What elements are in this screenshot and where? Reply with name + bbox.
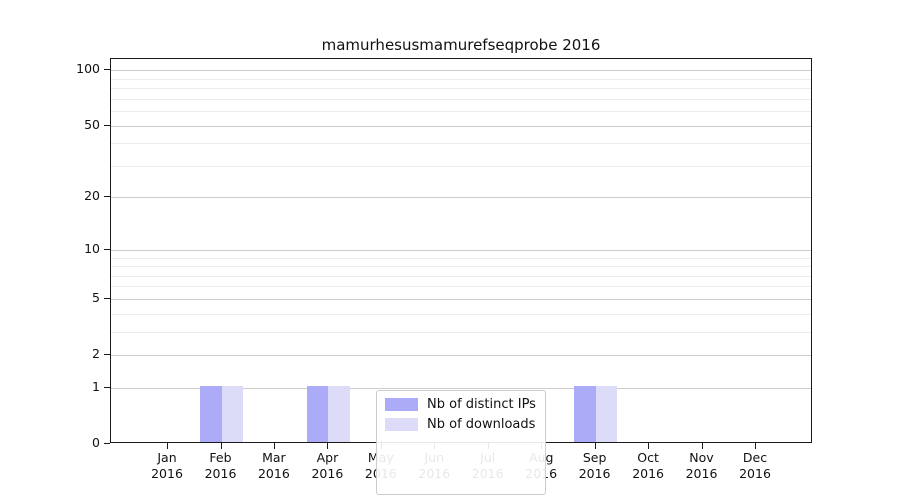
gridline-major — [111, 355, 811, 356]
legend-swatch-distinct-ips — [385, 398, 418, 411]
y-tick-label: 100 — [76, 61, 100, 77]
x-tick-mark — [648, 443, 650, 449]
x-tick-label: Apr 2016 — [311, 450, 344, 481]
y-tick-label: 0 — [92, 435, 100, 450]
y-tick-mark — [104, 297, 110, 299]
y-tick-label: 10 — [84, 240, 100, 256]
y-tick-mark — [104, 248, 110, 250]
gridline-minor — [111, 286, 811, 288]
x-tick-label: Jan 2016 — [151, 450, 183, 481]
y-tick-mark — [104, 354, 110, 355]
gridline-major — [111, 249, 811, 251]
gridline-major — [111, 298, 811, 300]
x-tick-mark — [327, 443, 329, 449]
y-tick-label: 50 — [84, 116, 100, 132]
bar-downloads — [221, 385, 243, 442]
bar-distinct-ips — [306, 385, 329, 442]
y-tick-mark — [104, 124, 110, 126]
y-tick-label: 20 — [84, 188, 100, 204]
legend-entry-distinct-ips: Nb of distinct IPs — [385, 397, 536, 412]
legend-label-distinct-ips: Nb of distinct IPs — [427, 397, 536, 412]
y-tick-mark — [104, 443, 110, 444]
x-tick-mark — [755, 443, 756, 449]
y-tick-mark — [104, 196, 110, 198]
x-tick-mark — [701, 443, 703, 449]
y-tick-mark — [104, 386, 110, 388]
gridline-minor — [111, 165, 811, 167]
gridline-minor — [111, 275, 811, 277]
y-tick-label: 2 — [92, 346, 100, 361]
gridline-minor — [111, 143, 811, 145]
x-tick-mark — [167, 443, 168, 449]
gridline-major — [111, 387, 811, 389]
gridline-minor — [111, 88, 811, 90]
gridline-minor — [111, 78, 811, 80]
gridline-minor — [111, 331, 811, 333]
gridline-minor — [111, 257, 811, 259]
x-tick-label: Feb 2016 — [204, 450, 237, 481]
legend-entry-downloads: Nb of downloads — [385, 417, 536, 432]
gridline-major — [111, 125, 811, 127]
bar-downloads — [595, 385, 618, 442]
x-tick-label: Oct 2016 — [632, 450, 664, 481]
chart-title: mamurhesusmamurefseqprobe 2016 — [321, 36, 601, 54]
bar-distinct-ips — [574, 385, 596, 442]
y-tick-label: 1 — [92, 378, 100, 394]
bar-distinct-ips — [200, 385, 222, 442]
x-tick-label: Nov 2016 — [685, 450, 718, 481]
legend-label-downloads: Nb of downloads — [427, 417, 536, 432]
y-tick-label: 5 — [92, 289, 100, 305]
y-tick-mark — [104, 69, 110, 71]
x-tick-mark — [594, 443, 596, 449]
legend-swatch-downloads — [385, 418, 418, 431]
gridline-major — [111, 70, 811, 72]
x-tick-label: Dec 2016 — [739, 450, 771, 481]
x-tick-mark — [220, 443, 222, 449]
gridline-minor — [111, 313, 811, 315]
gridline-minor — [111, 266, 811, 267]
x-tick-label: Mar 2016 — [257, 450, 290, 481]
x-tick-mark — [273, 443, 275, 449]
x-tick-label: Sep 2016 — [578, 450, 611, 481]
gridline-major — [111, 197, 811, 199]
gridline-minor — [111, 111, 811, 113]
bar-downloads — [328, 385, 350, 442]
plot-area — [110, 58, 812, 443]
legend: Nb of distinct IPs Nb of downloads — [376, 390, 546, 495]
gridline-minor — [111, 98, 811, 100]
